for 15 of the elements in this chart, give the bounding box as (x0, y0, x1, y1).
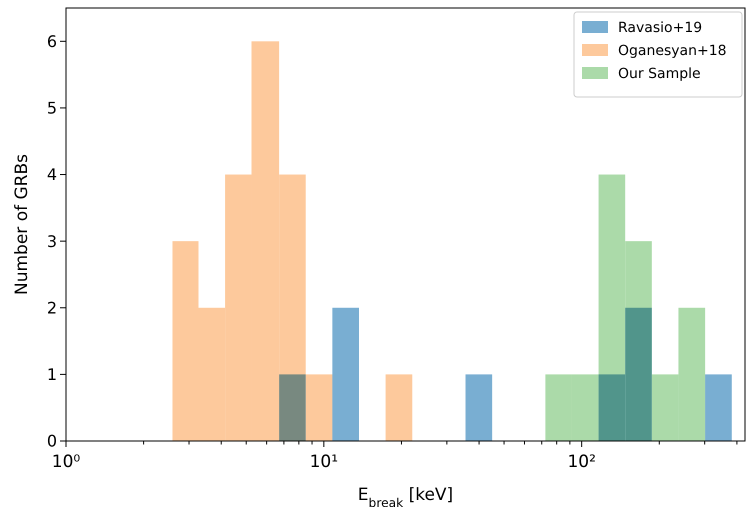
x-tick-label: 10⁰ (52, 452, 80, 472)
y-tick-label: 2 (46, 298, 57, 318)
y-tick-label: 1 (46, 364, 57, 384)
y-tick-label: 5 (46, 98, 57, 118)
legend-label: Oganesyan+18 (618, 43, 727, 59)
x-tick-label: 10² (567, 452, 596, 472)
legend-label: Our Sample (618, 66, 701, 82)
x-tick-label: 10¹ (310, 452, 338, 472)
y-tick-label: 3 (46, 232, 57, 251)
y-tick-label: 6 (46, 32, 57, 51)
y-axis-title: Number of GRBs (12, 154, 32, 295)
y-tick-label: 0 (46, 432, 57, 451)
y-tick-label: 4 (46, 165, 57, 184)
legend-label: Ravasio+19 (618, 20, 702, 36)
x-axis-title: E$_{break}$ [keV] (358, 485, 454, 507)
